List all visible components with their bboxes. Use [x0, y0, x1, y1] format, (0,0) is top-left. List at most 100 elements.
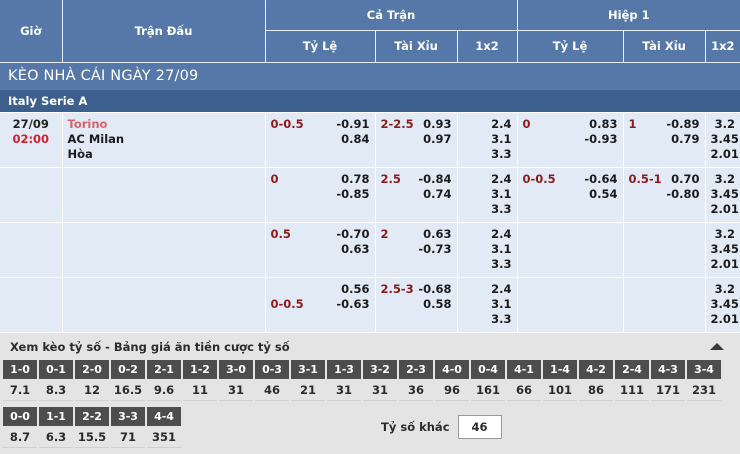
score-cell[interactable]: 2-0 12 — [75, 359, 111, 401]
ft-1x2-cell-away[interactable]: 3.3 — [491, 256, 512, 271]
h1-overunder-cell[interactable]: 0.5-1 0.70 -0.80 — [623, 166, 706, 222]
ft-1x2-cell[interactable]: 2.4 3.1 3.3 — [457, 221, 518, 277]
score-cell[interactable]: 1-2 11 — [183, 359, 219, 401]
h1-handicap-cell-value-1[interactable] — [523, 227, 618, 242]
score-odd[interactable]: 71 — [111, 425, 145, 448]
h1-overunder-cell-value-2[interactable] — [629, 242, 700, 257]
h1-1x2-cell[interactable]: 3.2 3.45 2.01 — [705, 166, 740, 222]
table-row[interactable]: 0.5 -0.70 0.63 2 0.63 -0.73 2.4 3.1 3.3 3.2 3.45 2… — [0, 221, 740, 277]
ft-overunder-cell-value-2[interactable]: 0.74 — [423, 186, 452, 201]
score-cell[interactable]: 3-3 71 — [111, 406, 147, 448]
ft-overunder-cell-value-1[interactable]: -0.68 — [418, 281, 452, 296]
score-odd[interactable]: 8.7 — [3, 425, 37, 448]
score-odd[interactable]: 111 — [615, 378, 649, 401]
score-cell[interactable]: 1-3 31 — [327, 359, 363, 401]
score-odd[interactable]: 31 — [327, 378, 361, 401]
h1-handicap-cell-value-1[interactable] — [523, 282, 618, 297]
ft-1x2-cell[interactable]: 2.4 3.1 3.3 — [457, 166, 518, 222]
h1-handicap-cell[interactable]: 0 0.83 -0.93 — [517, 111, 624, 167]
ft-1x2-cell-draw[interactable]: 3.1 — [491, 296, 512, 311]
score-cell[interactable]: 0-2 16.5 — [111, 359, 147, 401]
ft-handicap-cell[interactable]: 0.5 -0.70 0.63 — [265, 221, 376, 277]
ft-overunder-cell-value-2[interactable]: 0.58 — [423, 296, 452, 311]
h1-1x2-cell[interactable]: 3.2 3.45 2.01 — [705, 221, 740, 277]
table-row[interactable]: 0 0.78 -0.85 2.5 -0.84 0.74 2.4 3.1 3.3 0-0.5 -0.6… — [0, 166, 740, 222]
ft-handicap-cell[interactable]: 0-0.5 -0.91 0.84 — [265, 111, 376, 167]
h1-1x2-cell[interactable]: 3.2 3.45 2.01 — [705, 111, 740, 167]
ft-handicap-cell-value-2[interactable]: 0.63 — [341, 241, 370, 256]
h1-handicap-cell-value-2[interactable] — [523, 297, 618, 312]
h1-1x2-cell-away[interactable]: 2.01 — [710, 311, 739, 326]
ft-1x2-cell-draw[interactable]: 3.1 — [491, 186, 512, 201]
ft-1x2-cell-away[interactable]: 3.3 — [491, 311, 512, 326]
score-cell[interactable]: 0-0 8.7 — [3, 406, 39, 448]
score-odd[interactable]: 12 — [75, 378, 109, 401]
ft-1x2-cell-home[interactable]: 2.4 — [491, 281, 512, 296]
ft-1x2-cell-home[interactable]: 2.4 — [491, 226, 512, 241]
score-cell[interactable]: 0-4 161 — [471, 359, 507, 401]
ft-1x2-cell[interactable]: 2.4 3.1 3.3 — [457, 111, 518, 167]
h1-handicap-cell-value-1[interactable]: -0.64 — [584, 171, 618, 186]
ft-handicap-cell[interactable]: 0-0.5 0.56 -0.63 — [265, 276, 376, 332]
score-cell[interactable]: 4-2 86 — [579, 359, 615, 401]
ft-handicap-cell-value-1[interactable]: -0.91 — [336, 116, 370, 131]
table-row[interactable]: 0-0.5 0.56 -0.63 2.5-3 -0.68 0.58 2.4 3.1 3.3 3.… — [0, 276, 740, 332]
h1-1x2-cell-draw[interactable]: 3.45 — [710, 241, 739, 256]
h1-overunder-cell-value-2[interactable]: -0.80 — [666, 186, 700, 201]
h1-1x2-cell-away[interactable]: 2.01 — [710, 146, 739, 161]
ft-1x2-cell[interactable]: 2.4 3.1 3.3 — [457, 276, 518, 332]
score-cell[interactable]: 4-0 96 — [435, 359, 471, 401]
away-team-name[interactable]: AC Milan — [67, 131, 125, 146]
h1-overunder-cell-value-1[interactable]: -0.89 — [666, 116, 700, 131]
h1-1x2-cell-away[interactable]: 2.01 — [710, 256, 739, 271]
score-cell[interactable]: 3-4 231 — [687, 359, 723, 401]
h1-1x2-cell-away[interactable]: 2.01 — [710, 201, 739, 216]
h1-overunder-cell-value-1[interactable] — [629, 282, 700, 297]
ft-overunder-cell-value-1[interactable]: 0.63 — [423, 226, 452, 241]
ft-overunder-cell[interactable]: 2.5-3 -0.68 0.58 — [375, 276, 458, 332]
h1-handicap-cell-value-2[interactable]: -0.93 — [584, 131, 618, 146]
score-odd[interactable]: 231 — [687, 378, 721, 401]
score-odd[interactable]: 351 — [147, 425, 181, 448]
ft-handicap-cell-value-1[interactable]: 0.78 — [341, 171, 370, 186]
score-odd[interactable]: 6.3 — [39, 425, 73, 448]
h1-1x2-cell-home[interactable]: 3.2 — [714, 226, 736, 241]
ft-overunder-cell-value-2[interactable]: -0.73 — [418, 241, 452, 256]
score-cell[interactable]: 0-1 8.3 — [39, 359, 75, 401]
h1-handicap-cell-value-2[interactable] — [523, 242, 618, 257]
ft-handicap-cell-value-1[interactable]: -0.70 — [336, 226, 370, 241]
score-odd[interactable]: 9.6 — [147, 378, 181, 401]
h1-overunder-cell[interactable]: 1 -0.89 0.79 — [623, 111, 706, 167]
ft-handicap-cell-value-2[interactable]: -0.85 — [336, 186, 370, 201]
score-odd[interactable]: 36 — [399, 378, 433, 401]
score-odd[interactable]: 96 — [435, 378, 469, 401]
ft-overunder-cell[interactable]: 2 0.63 -0.73 — [375, 221, 458, 277]
h1-overunder-cell-value-1[interactable]: 0.70 — [671, 171, 700, 186]
ft-overunder-cell-value-2[interactable]: 0.97 — [423, 131, 452, 146]
score-cell[interactable]: 4-1 66 — [507, 359, 543, 401]
score-cell[interactable]: 3-2 31 — [363, 359, 399, 401]
h1-1x2-cell-draw[interactable]: 3.45 — [710, 131, 739, 146]
ft-handicap-cell-value-2[interactable]: 0.84 — [341, 131, 370, 146]
h1-1x2-cell[interactable]: 3.2 3.45 2.01 — [705, 276, 740, 332]
score-section-header[interactable]: Xem kèo tỷ số - Bảng giá ăn tiền cược tỷ… — [0, 333, 740, 360]
score-odd[interactable]: 16.5 — [111, 378, 145, 401]
h1-handicap-cell[interactable]: 0-0.5 -0.64 0.54 — [517, 166, 624, 222]
score-odd[interactable]: 66 — [507, 378, 541, 401]
score-cell[interactable]: 2-4 111 — [615, 359, 651, 401]
ft-1x2-cell-draw[interactable]: 3.1 — [491, 131, 512, 146]
ft-1x2-cell-draw[interactable]: 3.1 — [491, 241, 512, 256]
h1-overunder-cell[interactable] — [623, 276, 706, 332]
h1-handicap-cell[interactable] — [517, 276, 624, 332]
h1-overunder-cell-value-2[interactable]: 0.79 — [671, 131, 700, 146]
h1-overunder-cell-value-2[interactable] — [629, 297, 700, 312]
h1-1x2-cell-home[interactable]: 3.2 — [714, 116, 736, 131]
ft-1x2-cell-home[interactable]: 2.4 — [491, 171, 512, 186]
score-odd[interactable]: 15.5 — [75, 425, 109, 448]
ft-1x2-cell-away[interactable]: 3.3 — [491, 201, 512, 216]
score-odd[interactable]: 21 — [291, 378, 325, 401]
h1-handicap-cell[interactable] — [517, 221, 624, 277]
score-cell[interactable]: 0-3 46 — [255, 359, 291, 401]
ft-overunder-cell-value-1[interactable]: -0.84 — [418, 171, 452, 186]
ft-1x2-cell-away[interactable]: 3.3 — [491, 146, 512, 161]
